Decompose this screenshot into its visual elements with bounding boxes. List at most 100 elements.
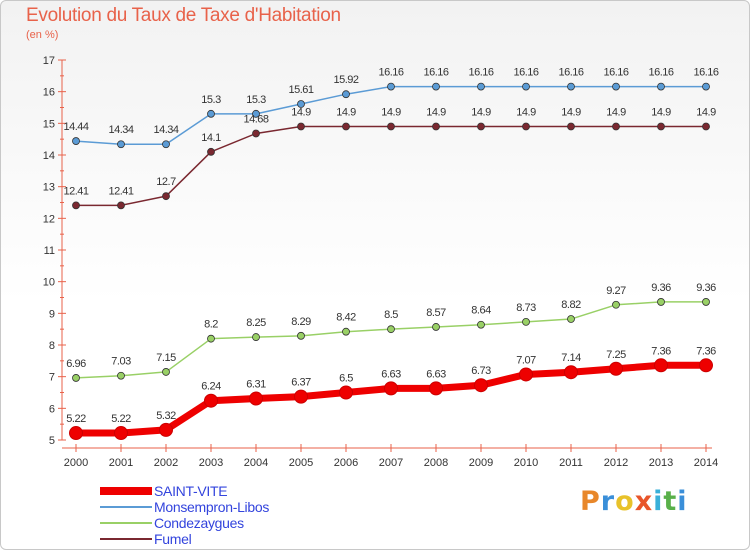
data-point: [387, 122, 395, 131]
data-label: 15.3: [246, 94, 266, 106]
x-tick-label: 2002: [154, 457, 178, 469]
data-point: [72, 374, 80, 382]
data-point: [432, 323, 440, 331]
data-label: 14.9: [426, 107, 446, 119]
data-label: 16.16: [513, 67, 538, 79]
y-tick-label: 12: [43, 213, 55, 225]
data-label: 6.24: [201, 381, 221, 393]
legend-swatch: [100, 538, 152, 540]
data-label: 7.36: [651, 345, 671, 357]
data-point: [612, 82, 620, 91]
legend-swatch: [100, 522, 152, 524]
legend-label: SAINT-VITE: [154, 483, 228, 499]
data-point: [117, 201, 125, 210]
data-label: 16.16: [693, 67, 718, 79]
data-label: 6.31: [246, 379, 266, 391]
data-label: 14.9: [471, 107, 491, 119]
logo-letter: t: [663, 486, 678, 517]
data-label: 8.2: [204, 319, 218, 331]
data-label: 6.63: [426, 368, 446, 380]
data-label: 8.42: [336, 312, 356, 324]
logo-letter: o: [615, 486, 635, 517]
data-label: 7.07: [516, 354, 536, 366]
data-label: 5.22: [111, 413, 131, 425]
logo-letter: x: [634, 486, 654, 517]
data-point: [342, 122, 350, 131]
data-point: [432, 82, 440, 91]
series-line: [76, 125, 706, 207]
y-tick-label: 11: [44, 245, 55, 257]
data-point: [72, 201, 80, 210]
data-label: 7.03: [111, 356, 131, 368]
line-chart: 5 6 7 8 9 10 11 12 13 14 15 16 17 2000 2001 2002 2003 200…: [43, 55, 720, 469]
x-tick-label: 2006: [334, 457, 358, 469]
data-label: 15.3: [201, 94, 221, 106]
data-label: 6.37: [291, 377, 311, 389]
data-point: [612, 300, 620, 309]
x-tick-label: 2008: [424, 457, 448, 469]
data-point: [117, 371, 125, 380]
data-label: 6.96: [66, 358, 86, 370]
y-tick-label: 13: [43, 182, 55, 194]
data-point: [522, 317, 530, 326]
data-point: [204, 393, 218, 408]
data-point: [477, 122, 485, 131]
legend-label: Fumel: [154, 531, 192, 547]
data-label: 16.16: [558, 67, 583, 79]
data-point: [477, 320, 485, 329]
data-point: [342, 90, 350, 99]
data-point: [567, 82, 575, 91]
data-label: 14.68: [243, 113, 268, 125]
logo-letter: i: [653, 486, 664, 517]
data-label: 8.82: [561, 299, 581, 311]
data-label: 9.27: [606, 285, 626, 297]
x-tick-label: 2001: [109, 457, 133, 469]
data-point: [477, 82, 485, 91]
legend-swatch: [100, 506, 152, 508]
data-label: 6.5: [339, 373, 353, 385]
data-point: [429, 381, 443, 396]
data-point: [207, 334, 215, 343]
x-tick-label: 2013: [649, 457, 673, 469]
data-label: 14.34: [153, 124, 178, 136]
logo-letter: P: [580, 486, 601, 517]
x-tick-label: 2011: [559, 457, 583, 469]
data-label: 16.16: [423, 67, 448, 79]
x-tick-label: 2014: [694, 457, 718, 469]
data-point: [657, 298, 665, 306]
data-point: [297, 122, 305, 131]
y-tick-label: 8: [49, 340, 55, 352]
data-label: 8.5: [384, 309, 398, 321]
data-point: [249, 391, 263, 406]
data-label: 16.16: [648, 67, 673, 79]
data-point: [69, 426, 83, 441]
y-tick-label: 5: [49, 435, 55, 447]
data-label: 12.41: [63, 185, 88, 197]
data-label: 14.9: [651, 107, 671, 119]
data-point: [657, 122, 665, 131]
data-point: [699, 358, 713, 373]
axes: 5 6 7 8 9 10 11 12 13 14 15 16 17 2000 2001 2002 2003 200…: [43, 55, 718, 469]
data-label: 9.36: [696, 282, 716, 294]
data-label: 5.32: [156, 410, 176, 422]
data-point: [207, 147, 215, 156]
data-labels: 14.44 14.34 14.34 15.3 15.3 15.61 15.92 16.16 16…: [63, 67, 719, 425]
data-point: [432, 122, 440, 131]
data-point: [252, 129, 260, 138]
data-point: [207, 109, 215, 118]
data-point: [117, 140, 125, 149]
data-point: [654, 358, 668, 373]
y-tick-label: 17: [43, 55, 55, 67]
data-label: 16.16: [378, 67, 403, 79]
data-label: 8.64: [471, 305, 491, 317]
x-tick-label: 2009: [469, 457, 493, 469]
data-label: 6.73: [471, 365, 491, 377]
data-point: [252, 333, 260, 341]
data-label: 7.14: [561, 352, 581, 364]
data-point: [384, 381, 398, 396]
data-label: 8.25: [246, 317, 266, 329]
data-point: [297, 331, 305, 340]
data-point: [159, 422, 173, 437]
data-label: 14.9: [336, 107, 356, 119]
data-point: [702, 122, 710, 131]
